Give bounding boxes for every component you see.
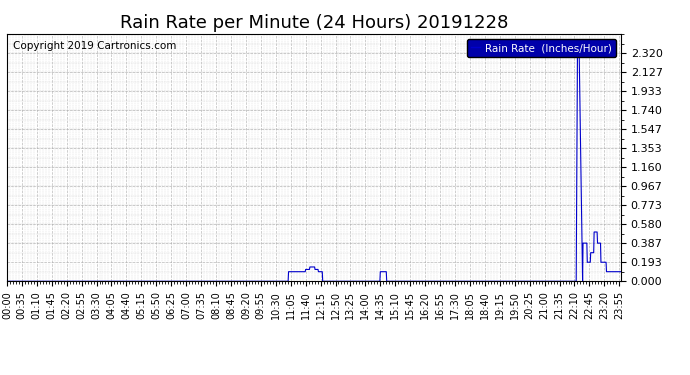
Text: Copyright 2019 Cartronics.com: Copyright 2019 Cartronics.com (13, 41, 177, 51)
Legend: Rain Rate  (Inches/Hour): Rain Rate (Inches/Hour) (467, 39, 615, 57)
Title: Rain Rate per Minute (24 Hours) 20191228: Rain Rate per Minute (24 Hours) 20191228 (120, 14, 508, 32)
